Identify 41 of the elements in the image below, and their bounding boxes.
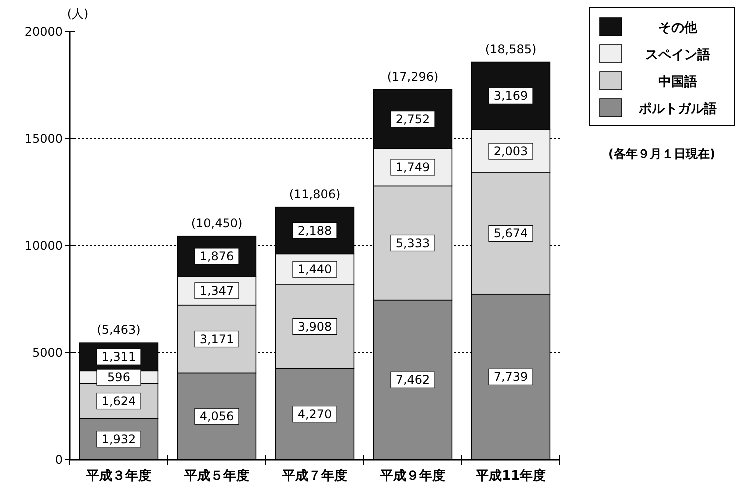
text: (各年９月１日現在) [608,147,716,161]
data-label: 1,624 [102,394,136,408]
data-label: 1,440 [298,262,332,277]
total-label: (10,450) [191,216,243,230]
total-label: (17,296) [387,70,439,84]
data-label: 3,171 [200,332,234,346]
data-label: 2,752 [396,112,430,126]
x-tick-label: 平成５年度 [184,468,250,484]
data-label: 7,739 [494,370,528,384]
data-label: 1,749 [396,160,430,174]
y-tick-label: 20000 [24,25,63,39]
data-label: 4,270 [298,407,332,422]
data-label: 1,347 [200,284,234,298]
legend-label: スペイン語 [646,47,710,63]
y-tick-label: 0 [55,453,63,467]
total-label: (11,806) [289,187,341,202]
data-label: 5,333 [396,236,430,250]
data-label: 596 [108,370,130,385]
text: その他 [658,21,698,36]
data-label: 5,674 [494,226,528,241]
data-label: 1,932 [102,432,136,446]
data-label: 4,056 [200,410,234,424]
data-label: 7,462 [396,373,430,388]
data-label: 1,311 [102,350,136,364]
x-tick-label: 平成７年度 [282,468,348,484]
y-tick-label: 10000 [24,239,63,253]
data-label: 2,003 [494,144,528,159]
total-label: (5,463) [97,323,141,338]
x-tick-label: 平成３年度 [86,468,152,484]
data-label: 3,169 [494,89,528,104]
data-label: 3,908 [298,320,332,334]
legend-label: ポルトガル語 [638,101,717,117]
y-tick-label: 15000 [24,132,63,146]
text: 中国語 [658,74,698,90]
y-tick-label: 5000 [32,346,63,360]
data-label: 1,876 [200,249,234,264]
total-label: (18,585) [485,42,537,56]
y-axis-title: (人) [67,7,89,21]
data-label: 2,188 [298,224,332,238]
x-tick-label: 平成11年度 [474,468,546,484]
x-tick-label: 平成９年度 [380,468,446,484]
